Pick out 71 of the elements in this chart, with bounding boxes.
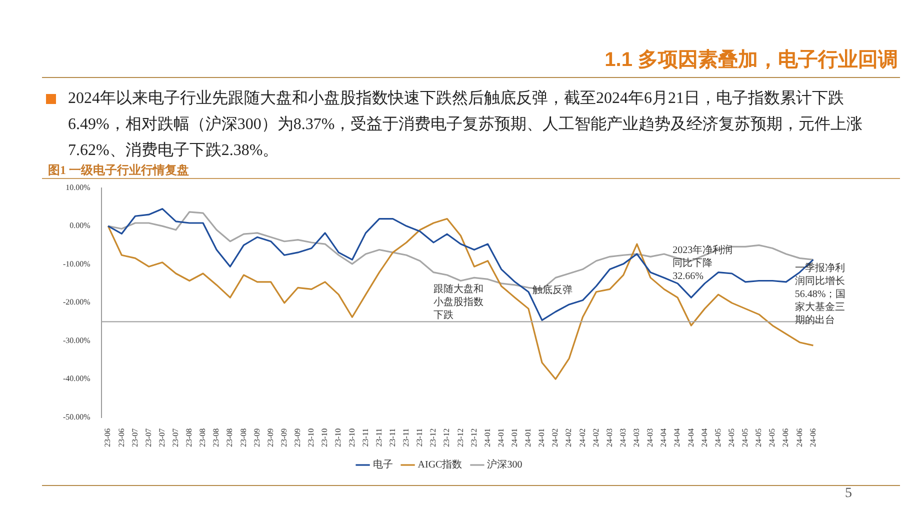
x-tick-label: 24-01: [496, 428, 506, 448]
x-tick-label: 24-01: [537, 428, 546, 448]
x-tick-label: 23-12: [442, 428, 452, 448]
x-tick-label: 23-07: [171, 428, 180, 448]
x-tick-label: 23-11: [415, 428, 424, 447]
x-tick-label: 23-08: [212, 428, 221, 448]
x-tick-label: 23-10: [320, 428, 330, 448]
x-tick-label: 24-04: [700, 428, 709, 448]
x-tick-label: 24-02: [578, 428, 587, 448]
chart-subtitle: 2024年以来电子行业先跟随大盘和小盘股指数快速下跌然后触底反弹，截至2024年6月21日，电子指数累计下跌6.49%，相对跌幅（沪深300）为8.37%，受益于消费电子复苏预期、人工智能产业趋势及经济复苏预期，元件上涨7.62%、消费电子下跌2.38%。: [68, 88, 864, 161]
x-tick-label: 24-02: [591, 428, 600, 448]
y-tick-label: 10.00%: [66, 182, 91, 192]
x-tick-label: 24-05: [726, 428, 736, 448]
legend-label: AIGC指数: [418, 458, 462, 471]
annotation: 触底反弹: [532, 284, 573, 296]
x-tick-label: 23-11: [374, 428, 384, 447]
x-tick-label: 23-11: [388, 428, 397, 447]
x-tick-label: 24-04: [686, 428, 696, 448]
caption: 图1 一级电子行业行情复盘: [48, 162, 189, 179]
x-tick-label: 24-01: [510, 428, 519, 448]
x-tick-label: 23-12: [456, 428, 465, 448]
x-tick-label: 24-06: [808, 428, 818, 448]
x-tick-label: 24-06: [794, 428, 804, 448]
x-tick-label: 24-05: [740, 428, 750, 448]
x-tick-label: 23-09: [252, 428, 262, 448]
x-tick-label: 23-07: [130, 428, 140, 448]
x-tick-label: 24-05: [768, 428, 777, 448]
x-tick-label: 23-07: [144, 428, 153, 448]
x-tick-label: 24-01: [524, 428, 533, 448]
x-tick-label: 23-09: [266, 428, 275, 448]
chart-title: 1.1 多项因素叠加，电子行业回调: [604, 48, 898, 73]
y-tick-label: -30.00%: [63, 336, 91, 345]
annotation: 跟随大盘和小盘股指数下跌: [433, 282, 484, 321]
x-tick-label: 24-05: [754, 428, 764, 448]
x-tick-label: 23-11: [402, 428, 411, 447]
x-tick-label: 23-07: [157, 428, 166, 448]
x-tick-label: 24-03: [632, 428, 642, 448]
y-tick-label: -20.00%: [63, 298, 91, 307]
x-tick-label: 24-02: [550, 428, 560, 448]
y-tick-label: -10.00%: [63, 259, 91, 268]
annotation: 一季报净利润同比增长56.48%；国家大基金三期的出台: [794, 262, 846, 326]
x-tick-label: 24-03: [646, 428, 655, 448]
x-tick-label: 23-08: [198, 428, 208, 448]
x-tick-label: 24-02: [564, 428, 574, 448]
text: 5: [845, 486, 852, 502]
legend-label: 电子: [372, 458, 393, 471]
x-tick-label: 23-08: [225, 428, 234, 448]
y-tick-label: 0.00%: [70, 221, 91, 230]
x-tick-label: 23-08: [238, 428, 248, 448]
annotation: 2023年净利润同比下降32.66%: [672, 244, 733, 282]
legend-label: 沪深300: [487, 458, 522, 471]
x-tick-label: 23-10: [306, 428, 316, 448]
x-tick-label: 23-08: [184, 428, 194, 448]
x-tick-label: 23-06: [116, 428, 126, 448]
x-tick-label: 23-12: [428, 428, 438, 448]
x-tick-label: 23-10: [334, 428, 343, 448]
x-tick-label: 24-04: [672, 428, 682, 448]
x-tick-label: 23-12: [469, 428, 478, 448]
x-tick-label: 24-06: [781, 428, 790, 448]
x-tick-label: 24-03: [618, 428, 628, 448]
x-tick-label: 24-05: [713, 428, 722, 448]
x-tick-label: 23-10: [347, 428, 356, 448]
x-tick-label: 23-09: [279, 428, 288, 448]
x-tick-label: 23-09: [293, 428, 302, 448]
x-tick-label: 23-06: [103, 428, 112, 448]
x-tick-label: 24-04: [659, 428, 668, 448]
y-tick-label: -40.00%: [63, 374, 91, 384]
x-tick-label: 24-01: [482, 428, 492, 448]
y-tick-label: -50.00%: [63, 412, 91, 422]
x-tick-label: 24-03: [604, 428, 614, 448]
x-tick-label: 23-11: [360, 428, 370, 447]
